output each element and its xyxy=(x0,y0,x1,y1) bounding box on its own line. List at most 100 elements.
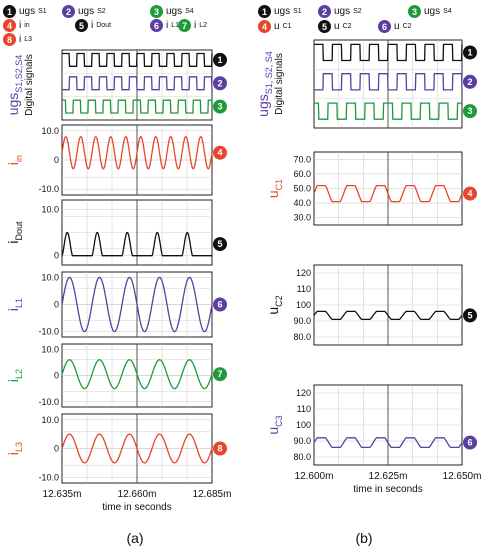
y-tick-label: 90.0 xyxy=(293,316,311,326)
series-number-badge: 3 xyxy=(408,5,421,18)
series-end-badge-number: 1 xyxy=(217,55,222,65)
y-tick-label: 90.0 xyxy=(293,436,311,446)
series-end-badge xyxy=(213,237,227,252)
series-end-badge xyxy=(213,99,227,114)
y-axis-label: uC2 xyxy=(265,295,284,314)
series-number-badge: 7 xyxy=(178,19,191,32)
legend-subscript: L3 xyxy=(24,36,33,43)
series-line-6 xyxy=(61,276,213,333)
legend-item: 6 u C2 xyxy=(378,20,412,33)
legend-label: ugs xyxy=(424,6,441,17)
series-line-7 xyxy=(61,359,213,390)
y-axis-label-sub: in xyxy=(14,155,24,162)
series-end-badge xyxy=(213,367,227,382)
series-line-4 xyxy=(313,184,463,203)
y-tick-label: 0 xyxy=(54,371,59,381)
series-end-badge xyxy=(463,104,477,119)
legend-subscript: in xyxy=(24,22,30,29)
series-end-badge-number: 3 xyxy=(217,102,222,112)
legend-label: ugs xyxy=(166,6,183,17)
y-axis-label-main: i xyxy=(5,162,21,165)
legend-label: ugs xyxy=(334,6,351,17)
series-number-badge: 4 xyxy=(3,19,16,32)
y-axis-label: iin xyxy=(5,155,24,165)
y-tick-label: 10.0 xyxy=(41,126,59,136)
series-end-badge xyxy=(213,145,227,160)
y-axis-label-main: ugs xyxy=(5,93,21,116)
series-line-1 xyxy=(62,52,213,67)
y-tick-label: 100 xyxy=(296,300,311,310)
y-tick-label: -10.0 xyxy=(38,472,59,482)
y-axis-label-secondary: Digital signals xyxy=(24,54,35,116)
chart-panel-a-idout: 10.0 0 5 iDout xyxy=(5,199,227,266)
y-axis-label: iL1 xyxy=(5,298,24,311)
series-number-badge: 1 xyxy=(3,5,16,18)
y-axis-label: uC1 xyxy=(265,179,284,198)
chart-panel-b-uc3: 120 110 100 90.0 80.0 6 uC3 xyxy=(265,384,477,466)
y-axis-label-main: u xyxy=(265,190,281,198)
y-tick-label: 60.0 xyxy=(293,169,311,179)
x-tick-label: 12.650m xyxy=(443,471,482,482)
y-axis-label: ugsS1,S2,S4 xyxy=(5,55,24,116)
y-axis-label-sub: C1 xyxy=(274,179,284,191)
series-end-badge-number: 2 xyxy=(217,78,222,88)
series-line-3 xyxy=(62,99,212,114)
y-axis-label-sub: L3 xyxy=(14,442,24,452)
series-end-badge xyxy=(463,308,477,323)
legend-label: i xyxy=(166,20,169,31)
chart-panel-a-il2: 10.0 0 -10.0 7 iL2 xyxy=(5,343,227,408)
chart-panel-b-uc2: 120 110 100 90.0 80.0 5 uC2 xyxy=(265,264,477,346)
series-line-5 xyxy=(61,231,212,257)
y-tick-label: -10.0 xyxy=(38,397,59,407)
y-tick-label: 100 xyxy=(296,420,311,430)
y-axis-label-sub: S1, S2, S4 xyxy=(264,51,274,94)
legend-subscript: S4 xyxy=(443,8,452,15)
series-number-badge: 4 xyxy=(258,20,271,33)
series-number-badge: 8 xyxy=(3,33,16,46)
legend-label: i xyxy=(194,20,197,31)
legend-item: 2 ugs S2 xyxy=(318,5,362,18)
y-tick-label: 80.0 xyxy=(293,452,311,462)
series-number-badge: 6 xyxy=(378,20,391,33)
y-tick-label: 0 xyxy=(54,155,59,165)
legend-item: 3 ugs S4 xyxy=(150,5,194,18)
y-tick-label: 80.0 xyxy=(293,332,311,342)
legend-item: 3 ugs S4 xyxy=(408,5,452,18)
series-number-badge: 1 xyxy=(258,5,271,18)
series-end-badge-number: 7 xyxy=(217,369,222,379)
series-end-badge xyxy=(213,297,227,312)
legend-label: i xyxy=(19,34,22,45)
legend-label: i xyxy=(19,20,22,31)
legend-item: 1 ugs S1 xyxy=(3,5,47,18)
series-end-badge xyxy=(463,45,477,60)
series-number-badge: 6 xyxy=(150,19,163,32)
y-axis-label-main: i xyxy=(5,240,21,243)
series-number-badge: 3 xyxy=(150,5,163,18)
series-line-8 xyxy=(61,433,213,464)
series-end-badge-number: 2 xyxy=(467,77,472,87)
legend-subscript: C2 xyxy=(402,23,412,30)
y-tick-label: 110 xyxy=(297,284,311,294)
series-end-badge-number: 1 xyxy=(467,47,472,57)
y-tick-label: 50.0 xyxy=(293,184,311,194)
y-tick-label: -10.0 xyxy=(38,184,59,194)
y-tick-label: 70.0 xyxy=(293,154,311,164)
series-number-badge: 5 xyxy=(75,19,88,32)
y-axis-label-sub: L1 xyxy=(14,298,24,308)
legend-label: u xyxy=(334,21,340,32)
series-end-badge-number: 5 xyxy=(467,310,472,320)
x-axis-title: time in seconds xyxy=(102,502,171,513)
chart-panel-a-digital: 1 2 3 ugsS1,S2,S4 Digital signals xyxy=(5,49,227,121)
y-axis-label: iDout xyxy=(5,221,24,244)
y-axis-label-main: u xyxy=(265,307,281,315)
legend-item: 2 ugs S2 xyxy=(62,5,106,18)
legend-label: u xyxy=(274,21,280,32)
series-line-6 xyxy=(313,437,463,449)
y-axis-label-main: i xyxy=(5,452,21,455)
y-tick-label: 10.0 xyxy=(41,272,59,282)
x-tick-label: 12.625m xyxy=(369,471,408,482)
legend-label: i xyxy=(91,20,94,31)
series-end-badge xyxy=(213,441,227,456)
series-end-badge xyxy=(213,52,227,67)
